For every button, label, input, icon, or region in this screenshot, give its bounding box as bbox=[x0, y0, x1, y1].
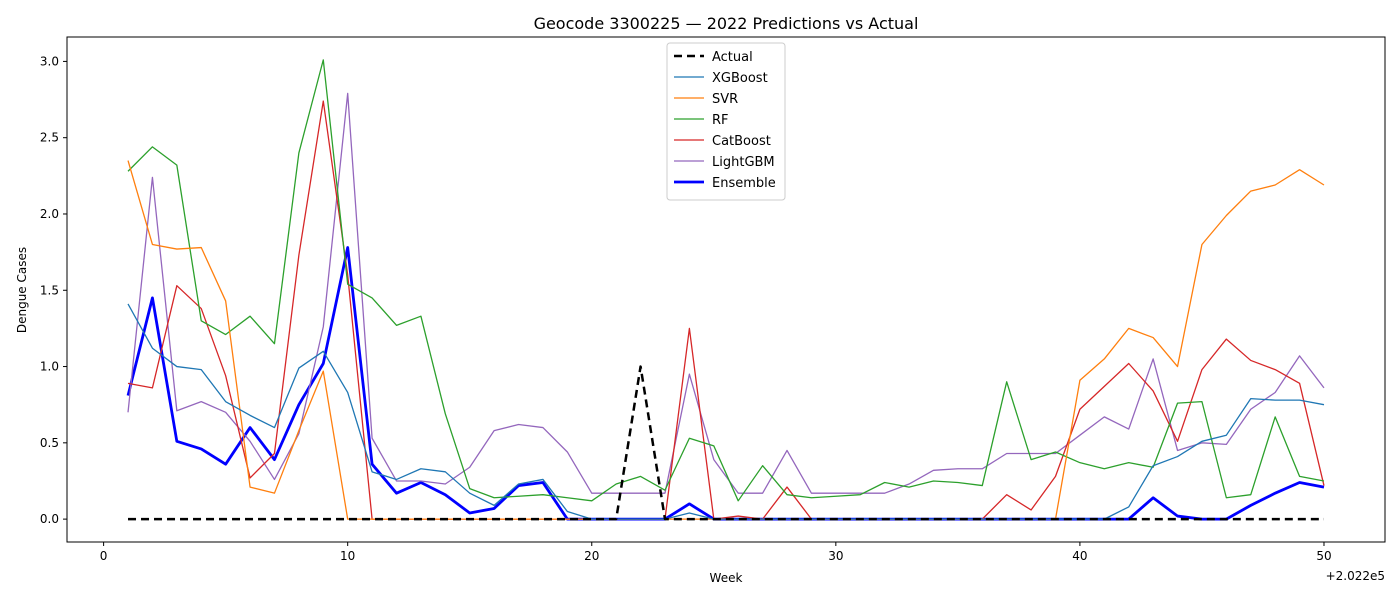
legend-label-rf: RF bbox=[712, 113, 729, 128]
y-axis-label: Dengue Cases bbox=[15, 247, 29, 333]
legend-label-xgboost: XGBoost bbox=[712, 71, 768, 86]
series-line-actual bbox=[128, 365, 1324, 521]
chart-title: Geocode 3300225 — 2022 Predictions vs Ac… bbox=[534, 14, 919, 33]
x-tick-label: 50 bbox=[1316, 549, 1331, 563]
x-axis: 0 10 20 30 40 50 bbox=[100, 542, 1332, 563]
y-tick-label: 3.0 bbox=[40, 54, 59, 68]
y-tick-label: 2.5 bbox=[40, 131, 59, 145]
x-tick-label: 30 bbox=[828, 549, 843, 563]
y-tick-label: 0.0 bbox=[40, 512, 59, 526]
x-tick-label: 10 bbox=[340, 549, 355, 563]
y-tick-label: 1.0 bbox=[40, 360, 59, 374]
x-tick-label: 0 bbox=[100, 549, 108, 563]
legend-label-svr: SVR bbox=[712, 92, 738, 107]
plot-frame bbox=[66, 36, 1386, 543]
y-tick-label: 1.5 bbox=[40, 283, 59, 297]
legend-label-ensemble: Ensemble bbox=[712, 176, 776, 191]
legend-label-lightgbm: LightGBM bbox=[712, 155, 775, 170]
legend-label-catboost: CatBoost bbox=[712, 134, 771, 149]
x-axis-label: Week bbox=[710, 571, 743, 585]
series-line-lightgbm bbox=[127, 92, 1325, 494]
series-line-rf bbox=[127, 59, 1325, 502]
plot-area bbox=[126, 59, 1325, 521]
legend-label-actual: Actual bbox=[712, 50, 753, 65]
y-tick-label: 0.5 bbox=[40, 436, 59, 450]
series-line-catboost bbox=[127, 100, 1325, 520]
y-axis: 0.0 0.5 1.0 1.5 2.0 2.5 3.0 bbox=[40, 54, 67, 526]
x-tick-label: 40 bbox=[1072, 549, 1087, 563]
x-tick-label: 20 bbox=[584, 549, 599, 563]
legend: Actual XGBoost SVR RF CatBoost LightGBM Ensemb… bbox=[666, 42, 786, 201]
x-axis-offset-label: +2.022e5 bbox=[1326, 569, 1385, 583]
y-tick-label: 2.0 bbox=[40, 207, 59, 221]
